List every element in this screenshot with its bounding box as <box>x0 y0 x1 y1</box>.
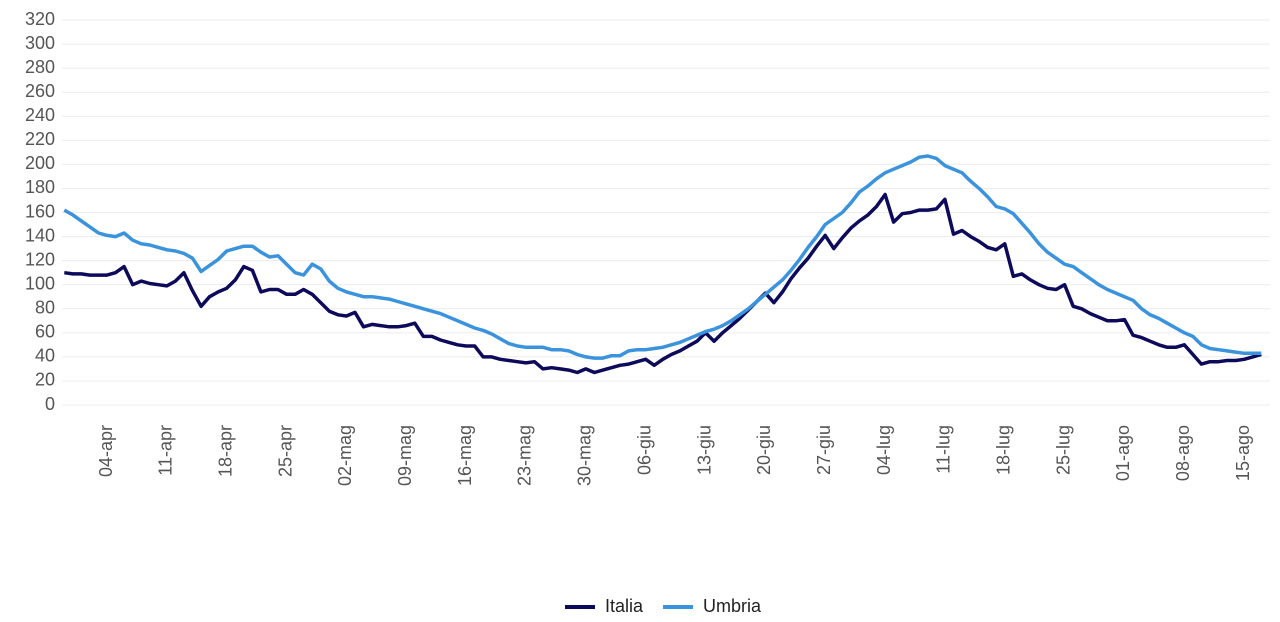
legend-label: Umbria <box>703 596 762 616</box>
x-tick-label: 02-mag <box>335 425 355 486</box>
x-tick-label: 18-lug <box>994 425 1014 475</box>
series-line <box>64 192 1262 375</box>
y-tick-label: 260 <box>25 81 55 101</box>
y-tick-label: 320 <box>25 9 55 29</box>
x-tick-label: 15-ago <box>1233 425 1253 481</box>
x-tick-label: 13-giu <box>694 425 714 475</box>
y-tick-label: 20 <box>35 370 55 390</box>
x-tick-label: 25-lug <box>1053 425 1073 475</box>
x-tick-label: 27-giu <box>814 425 834 475</box>
x-tick-label: 20-giu <box>754 425 774 475</box>
series-line <box>63 154 1262 360</box>
x-tick-label: 23-mag <box>515 425 535 486</box>
y-tick-label: 120 <box>25 249 55 269</box>
y-tick-label: 200 <box>25 153 55 173</box>
y-tick-label: 100 <box>25 273 55 293</box>
y-tick-label: 300 <box>25 33 55 53</box>
x-tick-label: 18-apr <box>215 425 235 477</box>
x-tick-label: 25-apr <box>275 425 295 477</box>
x-tick-label: 09-mag <box>395 425 415 486</box>
y-tick-label: 240 <box>25 105 55 125</box>
x-tick-label: 08-ago <box>1173 425 1193 481</box>
x-tick-label: 06-giu <box>634 425 654 475</box>
x-tick-label: 01-ago <box>1113 425 1133 481</box>
y-tick-label: 180 <box>25 177 55 197</box>
y-tick-label: 280 <box>25 57 55 77</box>
y-tick-label: 40 <box>35 346 55 366</box>
y-tick-label: 80 <box>35 298 55 318</box>
legend-label: Italia <box>605 596 644 616</box>
legend: Italia Umbria <box>565 596 762 616</box>
y-tick-label: 140 <box>25 225 55 245</box>
y-tick-label: 60 <box>35 322 55 342</box>
x-tick-label: 11-lug <box>934 425 954 474</box>
x-tick-label: 30-mag <box>575 425 595 486</box>
x-tick-label: 16-mag <box>455 425 475 486</box>
y-tick-label: 160 <box>25 201 55 221</box>
x-tick-label: 04-apr <box>96 425 116 477</box>
x-tick-label: 04-lug <box>874 425 894 475</box>
y-tick-label: 220 <box>25 129 55 149</box>
y-tick-label: 0 <box>45 394 55 414</box>
x-tick-label: 11-apr <box>156 425 176 476</box>
